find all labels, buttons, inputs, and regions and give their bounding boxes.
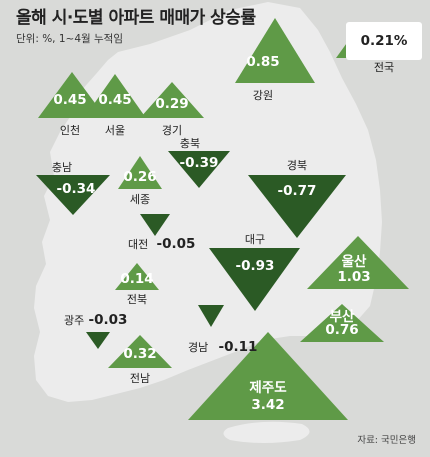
value-daegu: -0.93 [235, 258, 275, 274]
jeju-outline [223, 421, 310, 443]
label-gwangju: 광주 [64, 314, 85, 327]
label-ulsan: 울산 [341, 254, 367, 270]
unit-note: 단위: %, 1~4월 누적임 [16, 33, 123, 45]
value-incheon: 0.45 [53, 92, 87, 108]
triangle-daejeon [140, 214, 170, 236]
value-busan: 0.76 [325, 322, 359, 338]
label-busan: 부산 [329, 309, 355, 325]
label-daegu: 대구 [244, 233, 266, 246]
triangle-jeju [188, 332, 348, 420]
value-gyeonggi: 0.29 [155, 96, 189, 112]
label-gyeongnam: 경남 [188, 341, 209, 354]
label-jeonbuk: 전북 [126, 293, 148, 306]
label-chungbuk: 충북 [179, 137, 201, 150]
triangle-chungnam [36, 175, 110, 215]
triangle-gangwon [235, 18, 315, 83]
label-gangwon: 강원 [252, 89, 274, 102]
source-note: 자료: 국민은행 [357, 435, 416, 446]
value-national: 0.21% [360, 33, 408, 49]
triangle-sejong [118, 156, 162, 189]
page-title: 올해 시·도별 아파트 매매가 상승률 [16, 8, 256, 28]
value-chungnam: -0.34 [56, 181, 96, 197]
national-badge [346, 22, 422, 60]
value-jeonnam: 0.32 [123, 346, 157, 362]
triangle-ulsan [307, 236, 409, 289]
triangle-incheon [38, 72, 106, 118]
value-seoul: 0.45 [98, 92, 132, 108]
label-seoul: 서울 [104, 124, 126, 137]
label-jeju: 제주도 [249, 380, 287, 396]
label-incheon: 인천 [59, 124, 81, 137]
triangle-seoul [84, 74, 146, 118]
label-daejeon: 대전 [128, 238, 149, 251]
label-gyeongbuk: 경북 [286, 159, 308, 172]
value-gyeongbuk: -0.77 [277, 183, 317, 199]
label-gyeonggi: 경기 [161, 124, 183, 137]
value-jeonbuk: 0.14 [120, 271, 154, 287]
triangle-gyeongbuk [248, 175, 346, 238]
value-ulsan: 1.03 [337, 269, 371, 285]
label-national: 전국 [373, 61, 395, 74]
label-jeonnam: 전남 [129, 372, 151, 385]
triangle-busan [300, 304, 384, 342]
value-gangwon: 0.85 [246, 54, 280, 70]
value-sejong: 0.26 [123, 169, 157, 185]
triangle-gwangju [86, 332, 110, 349]
triangle-jeonnam [108, 335, 172, 368]
triangle-chungbuk [168, 151, 230, 188]
value-daejeon: -0.05 [156, 236, 196, 252]
triangle-jeonbuk [115, 263, 159, 290]
value-gwangju: -0.03 [88, 312, 128, 328]
triangle-gyeonggi [140, 82, 204, 118]
value-jeju: 3.42 [251, 397, 285, 413]
label-chungnam: 충남 [51, 161, 73, 174]
triangle-daegu [209, 248, 300, 311]
triangle-gyeongnam [198, 305, 224, 327]
value-chungbuk: -0.39 [179, 155, 219, 171]
label-sejong: 세종 [129, 193, 151, 206]
value-gyeongnam: -0.11 [218, 339, 258, 355]
